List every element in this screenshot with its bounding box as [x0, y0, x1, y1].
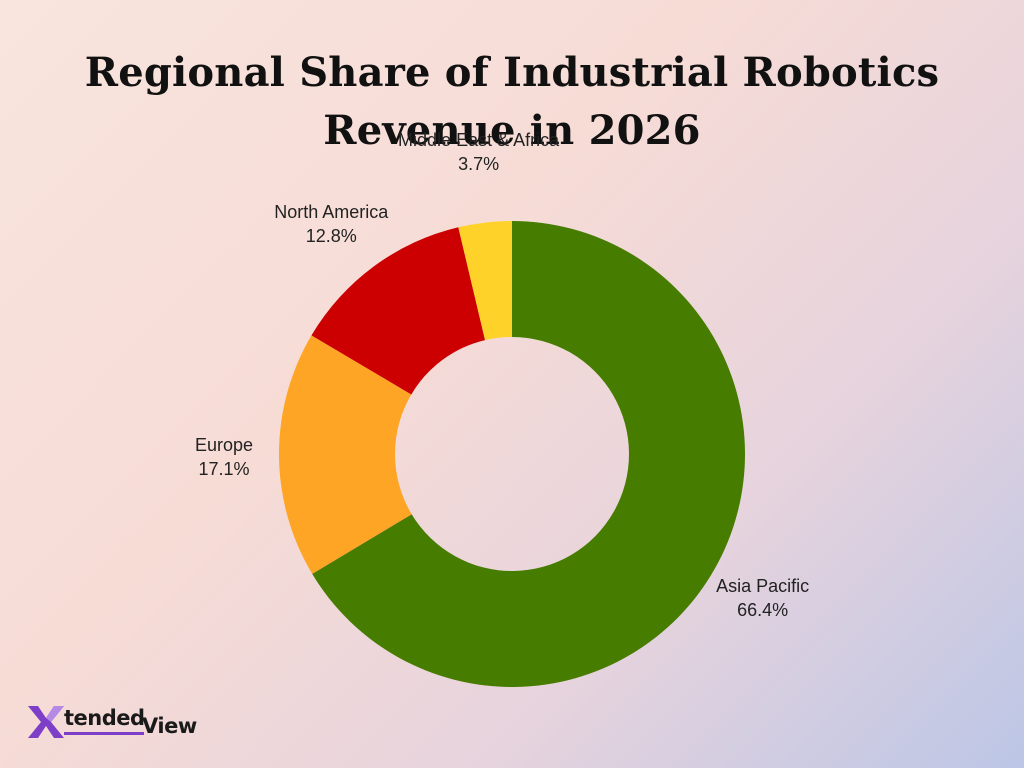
- slice-label-value-asia-pacific: 66.4%: [737, 600, 788, 620]
- chart-title-line-2: Revenue in 2026: [323, 107, 701, 154]
- slice-label-middle-east-africa: Middle East & Africa 3.7%: [398, 130, 560, 174]
- slice-asia-pacific: [312, 221, 745, 687]
- xtendedview-logo: tended View: [26, 702, 216, 742]
- slice-label-value-north-america: 12.8%: [306, 226, 357, 246]
- chart-title-line-1: Regional Share of Industrial Robotics: [84, 49, 940, 96]
- slice-label-name-north-america: North America: [274, 202, 389, 222]
- slice-label-north-america: North America 12.8%: [274, 202, 389, 246]
- slice-label-value-middle-east-africa: 3.7%: [458, 154, 499, 174]
- logo-underline: [64, 732, 144, 735]
- slice-europe: [278, 335, 412, 574]
- slice-north-america: [311, 227, 486, 395]
- logo-text-view: View: [142, 714, 197, 738]
- slice-label-name-europe: Europe: [195, 435, 253, 455]
- chart-title: Regional Share of Industrial Robotics Re…: [0, 44, 1024, 160]
- slice-label-value-europe: 17.1%: [198, 459, 249, 479]
- slice-middle-east-africa: [458, 221, 512, 341]
- slice-label-name-asia-pacific: Asia Pacific: [716, 576, 809, 596]
- logo-text-tended: tended: [64, 706, 145, 730]
- logo-x-mark-icon: [28, 706, 64, 738]
- slice-label-europe: Europe 17.1%: [195, 435, 253, 479]
- slice-label-name-middle-east-africa: Middle East & Africa: [398, 130, 560, 150]
- slice-label-asia-pacific: Asia Pacific 66.4%: [716, 576, 809, 620]
